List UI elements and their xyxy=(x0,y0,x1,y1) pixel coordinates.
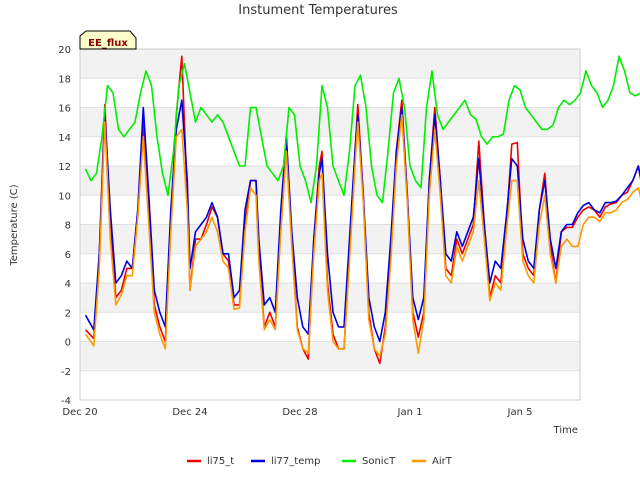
legend-label: SonicT xyxy=(362,456,396,467)
y-axis-ticks: -4 -2 0 2 4 6 8 10 12 14 16 18 20 xyxy=(58,45,71,407)
series-line-airt xyxy=(84,114,640,357)
grid-band xyxy=(80,341,580,371)
y-tick-label: 16 xyxy=(58,104,71,115)
y-tick-label: 8 xyxy=(65,221,71,232)
y-tick-label: 12 xyxy=(58,162,71,173)
x-axis-label: Time xyxy=(553,425,578,436)
y-tick-label: 0 xyxy=(65,338,71,349)
y-tick-label: -2 xyxy=(61,367,71,378)
x-axis-ticks: Dec 20 Dec 24 Dec 28 Jan 1 Jan 5 xyxy=(62,407,532,418)
x-tick-label: Jan 1 xyxy=(397,407,423,418)
y-tick-label: -4 xyxy=(61,396,71,407)
grid-band xyxy=(80,370,580,400)
x-tick-label: Dec 28 xyxy=(282,407,317,418)
grid-band xyxy=(80,49,580,79)
y-tick-label: 6 xyxy=(65,250,71,261)
y-tick-label: 20 xyxy=(58,45,71,56)
grid-band xyxy=(80,78,580,108)
y-tick-label: 4 xyxy=(65,279,71,290)
ee-flux-badge: EE_flux xyxy=(79,30,137,50)
y-axis-label: Temperature (C) xyxy=(9,184,20,266)
legend: li75_t li77_temp SonicT AirT xyxy=(187,456,453,467)
x-tick-label: Dec 20 xyxy=(62,407,97,418)
series-lines xyxy=(84,55,640,365)
grid-band xyxy=(80,224,580,254)
y-tick-label: 14 xyxy=(58,133,71,144)
series-line-sonict xyxy=(84,55,640,204)
y-tick-label: 18 xyxy=(58,74,71,85)
x-tick-label: Jan 5 xyxy=(507,407,533,418)
legend-label: AirT xyxy=(432,456,453,467)
legend-label: li77_temp xyxy=(271,456,320,467)
x-tick-label: Dec 24 xyxy=(172,407,207,418)
grid-band xyxy=(80,166,580,196)
badge-shape xyxy=(79,30,137,50)
legend-label: li75_t xyxy=(207,456,234,467)
plot-frame xyxy=(79,48,581,401)
y-tick-label: 2 xyxy=(65,308,71,319)
chart-title: Instument Temperatures xyxy=(238,3,398,18)
y-tick-label: 10 xyxy=(58,191,71,202)
badge-label: EE_flux xyxy=(88,38,128,49)
grid-band xyxy=(80,195,580,225)
